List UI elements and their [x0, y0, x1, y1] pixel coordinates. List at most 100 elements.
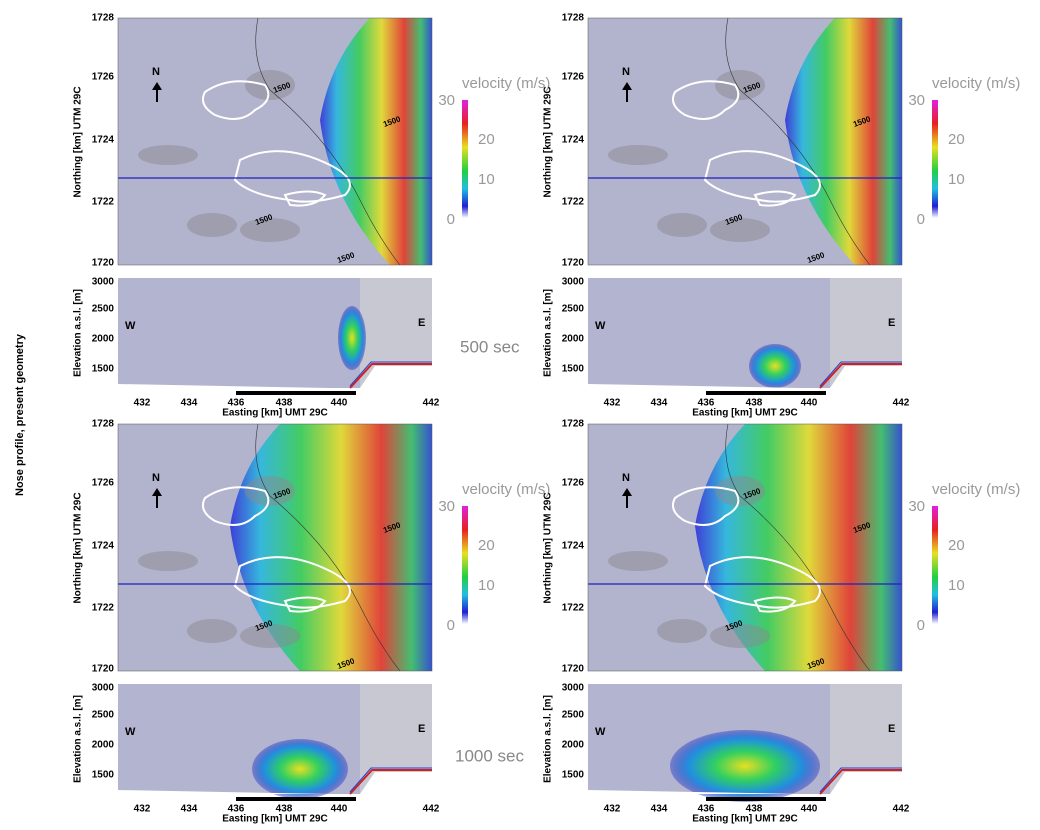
colorbar-tick-label: 30 [438, 92, 455, 109]
surface-line [349, 767, 432, 793]
y-tick-label: 1728 [92, 419, 115, 430]
north-label: N [622, 66, 630, 78]
colorbar-tick-label: 20 [478, 537, 495, 554]
colorbar-title: velocity (m/s) [932, 75, 1020, 92]
north-label: N [152, 472, 160, 484]
terrain-relief [187, 619, 237, 643]
y-axis-label: Northing [km] UTM 29C [73, 86, 84, 197]
terrain-relief [240, 218, 300, 242]
x-axis-label: Easting [km] UMT 29C [692, 408, 798, 419]
x-tick-label: 436 [698, 804, 715, 815]
y-tick-label: 1728 [562, 13, 585, 24]
terrain-relief [245, 70, 295, 100]
outline [202, 80, 270, 120]
terrain-relief [710, 218, 770, 242]
cross-section: W E 3000 2500 2000 1500 432 434 436 438 440 442 East… [73, 683, 440, 825]
side-label: Nose profile, present geometry [14, 333, 26, 496]
north-arrow [152, 488, 162, 508]
colorbar-tick-label: 10 [478, 171, 495, 188]
map: N150015001500150017281726172417221720Nor… [543, 13, 903, 269]
colorbar-tick-label: 0 [917, 617, 925, 634]
x-tick-label: 440 [801, 398, 818, 409]
y-tick-label: 1720 [92, 664, 115, 675]
y-tick-label: 2000 [92, 740, 115, 751]
surface-line [819, 767, 902, 793]
y-tick-label: 1720 [562, 664, 585, 675]
terrain-relief [657, 619, 707, 643]
outline [703, 556, 821, 609]
terrain-relief [245, 476, 295, 506]
cross-section: W E 3000 2500 2000 1500 432 434 436 438 440 442 East… [543, 683, 910, 825]
colorbar-title: velocity (m/s) [462, 75, 550, 92]
terrain-relief [608, 145, 668, 165]
time-label: 500 sec [460, 337, 520, 356]
colorbar-tick-label: 20 [478, 131, 495, 148]
outline [753, 596, 797, 613]
outline [672, 486, 740, 526]
x-axis-label: Easting [km] UMT 29C [222, 408, 328, 419]
north-label: N [622, 472, 630, 484]
y-axis-label: Elevation a.s.l. [m] [543, 695, 554, 783]
cross-section: W E 3000 2500 2000 1500 432 434 436 438 440 442 East… [73, 277, 440, 419]
y-tick-label: 1722 [92, 197, 115, 208]
y-tick-label: 1722 [562, 603, 585, 614]
y-tick-label: 1726 [562, 478, 585, 489]
x-tick-label: 432 [134, 804, 151, 815]
north-arrow [622, 82, 632, 102]
colorbar-tick-label: 0 [447, 617, 455, 634]
y-tick-label: 1724 [92, 135, 115, 146]
outline [703, 150, 821, 203]
y-tick-label: 1722 [92, 603, 115, 614]
terrain-relief [715, 70, 765, 100]
outline [283, 190, 327, 207]
outline [753, 190, 797, 207]
y-tick-label: 2500 [92, 710, 115, 721]
map: N150015001500150017281726172417221720Nor… [73, 13, 433, 269]
x-tick-label: 440 [331, 398, 348, 409]
plume [749, 344, 801, 388]
surface-line [349, 363, 432, 389]
time-label: 1000 sec [455, 746, 524, 765]
y-tick-label: 1500 [562, 770, 585, 781]
surface-line [349, 361, 432, 387]
colorbar-tick-label: 20 [948, 537, 965, 554]
y-tick-label: 1724 [562, 135, 585, 146]
x-tick-label: 438 [276, 804, 293, 815]
surface-line [349, 769, 432, 795]
x-tick-label: 438 [276, 398, 293, 409]
map-frame [587, 17, 903, 266]
north-arrow [622, 488, 632, 508]
west-label: W [125, 320, 136, 332]
colorbar [932, 506, 938, 624]
west-label: W [125, 726, 136, 738]
colorbar-tick-label: 30 [438, 498, 455, 515]
outline [202, 486, 270, 526]
map-frame [117, 423, 433, 672]
colorbar-tick-label: 10 [948, 577, 965, 594]
x-tick-label: 432 [134, 398, 151, 409]
east-label: E [888, 723, 895, 735]
flow-field [785, 18, 902, 265]
x-tick-label: 442 [893, 398, 910, 409]
terrain-relief [710, 624, 770, 648]
x-tick-label: 434 [181, 398, 198, 409]
plume [670, 730, 820, 802]
colorbar-tick-label: 10 [478, 577, 495, 594]
contour-line [255, 423, 401, 672]
east-label: E [888, 317, 895, 329]
x-tick-label: 432 [604, 804, 621, 815]
y-axis-label: Elevation a.s.l. [m] [73, 695, 84, 783]
map-frame [117, 17, 433, 266]
ground [588, 366, 902, 388]
ground [118, 366, 432, 388]
colorbar [462, 100, 468, 218]
y-tick-label: 1720 [562, 258, 585, 269]
colorbar-tick-label: 0 [917, 211, 925, 228]
y-tick-label: 3000 [562, 683, 585, 694]
panel: N150015001500150017281726172417221720Nor… [543, 419, 1021, 825]
surface-line [819, 363, 902, 389]
x-tick-label: 432 [604, 398, 621, 409]
colorbar-tick-label: 30 [908, 498, 925, 515]
x-tick-label: 442 [423, 804, 440, 815]
